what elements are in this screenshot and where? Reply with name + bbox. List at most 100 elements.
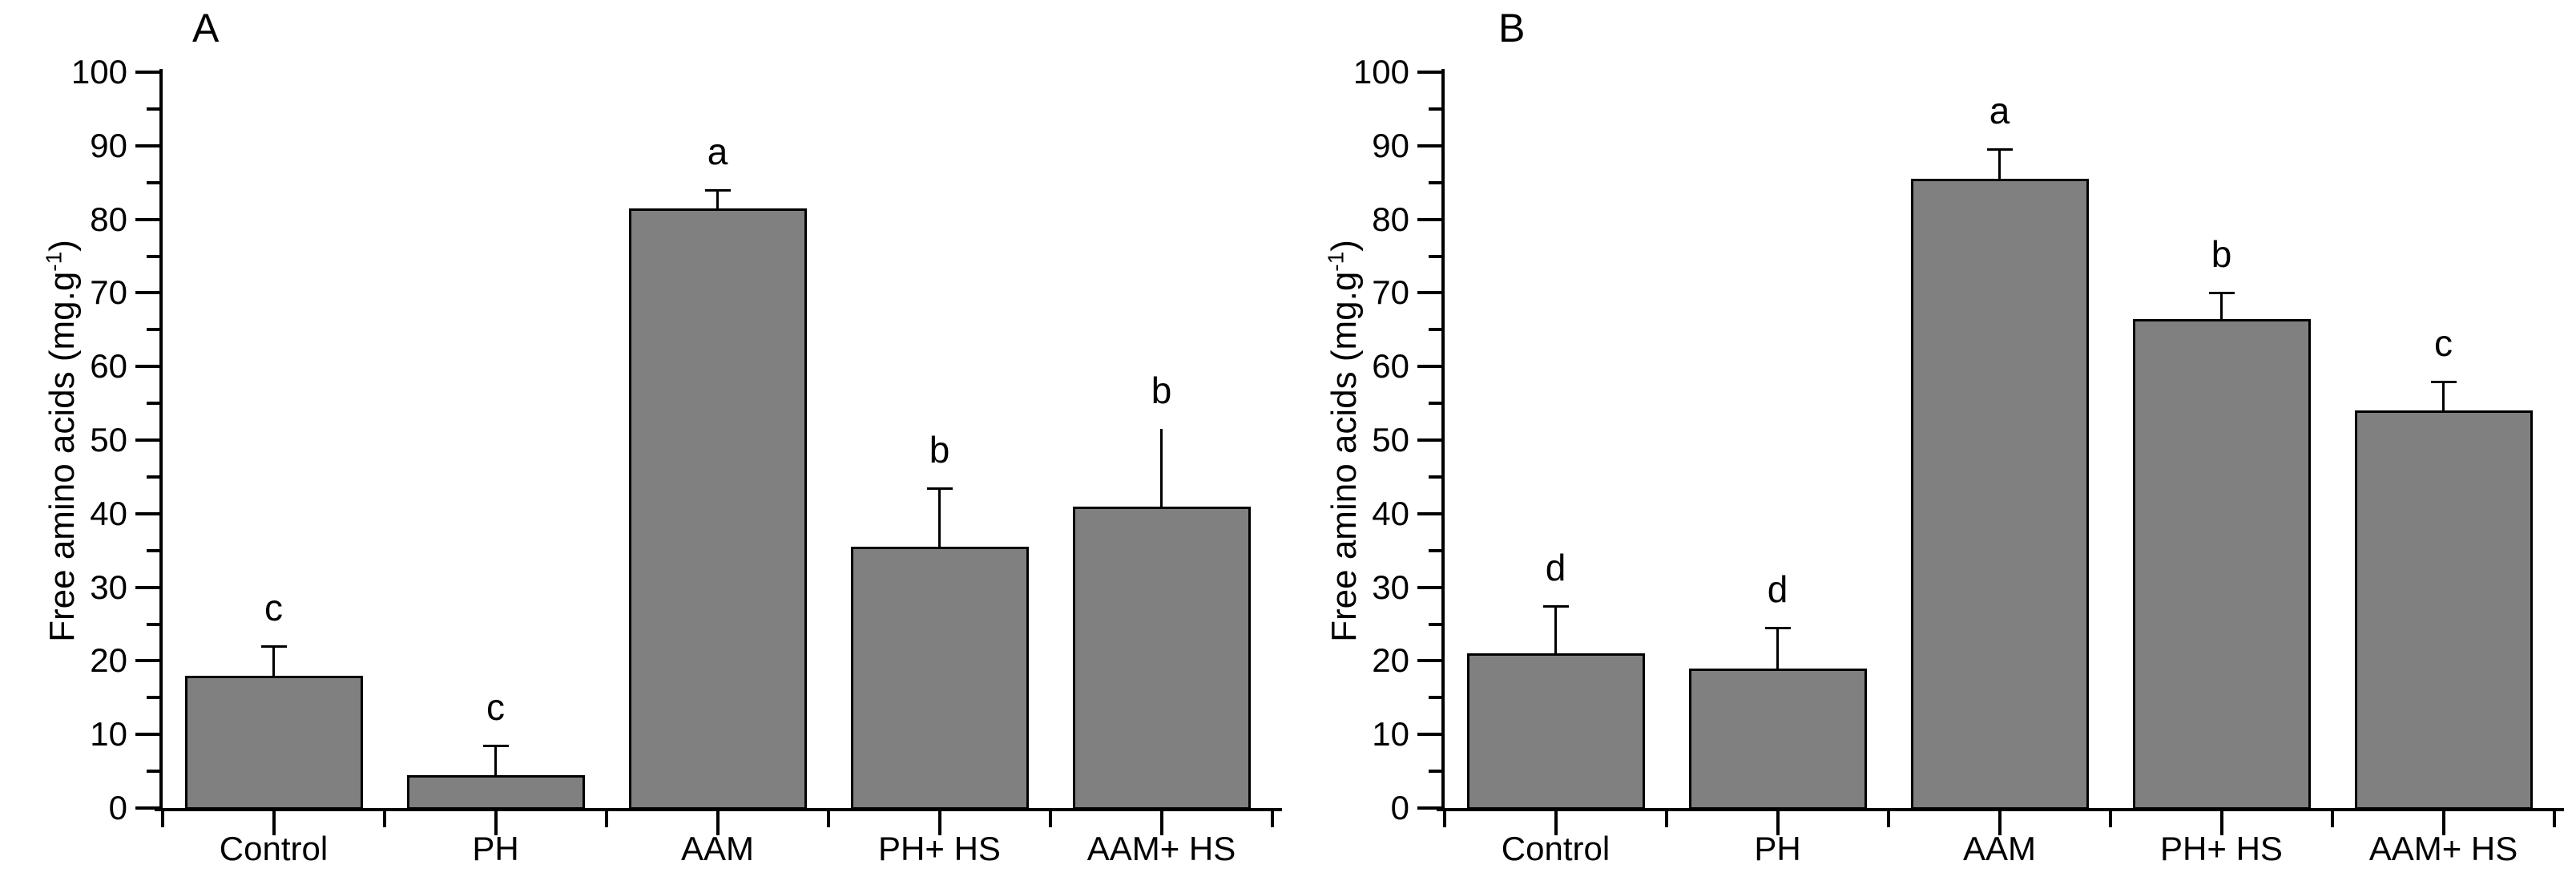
y-minor-tick [1429,402,1441,406]
x-center-tick [2219,811,2223,835]
error-bar-cap [2430,380,2457,383]
error-bar-cap [2208,292,2235,295]
y-minor-tick [147,402,159,406]
x-tick-label: AAM [1962,830,2036,867]
y-major-tick [1417,585,1441,589]
significance-letter: b [929,428,950,471]
x-boundary-tick [1049,811,1052,827]
y-major-tick [135,806,159,810]
y-tick-label: 70 [90,273,127,312]
y-minor-tick [1429,696,1441,700]
panel-a-letter: A [192,6,220,51]
y-minor-tick [1429,180,1441,184]
x-center-tick [2441,811,2445,835]
error-bar-line [2442,381,2445,411]
error-bar-line [1160,429,1163,507]
x-center-tick [1159,811,1163,835]
y-major-tick [135,365,159,369]
significance-letter: a [707,130,728,172]
y-minor-tick [147,180,159,184]
y-major-tick [1417,806,1441,810]
significance-letter: c [2434,321,2453,364]
y-minor-tick [147,475,159,479]
y-tick-label: 50 [1372,421,1409,459]
x-boundary-tick [161,811,164,827]
y-tick-label: 100 [1353,53,1409,91]
y-axis-title-superscript: -1 [41,251,67,272]
y-major-tick [135,143,159,147]
bar-ph [1688,668,1867,810]
error-bar-cap [1986,148,2013,152]
panel-b: B Free amino acids (mg.g-1) 0 10 20 30 40 50 6… [1288,0,2576,889]
error-bar-cap [482,744,509,747]
significance-letter: b [1151,370,1172,412]
x-center-tick [937,811,941,835]
y-major-tick [135,438,159,442]
y-tick-label: 80 [90,200,127,238]
y-major-tick [135,511,159,515]
y-major-tick [135,585,159,589]
y-major-tick [1417,143,1441,147]
y-major-tick [1417,217,1441,221]
error-bar-line [2220,293,2223,319]
y-major-tick [135,291,159,295]
y-tick-label: 40 [1372,494,1409,532]
y-minor-tick [147,548,159,552]
x-tick-label: Control [1501,830,1611,867]
x-axis-line [1437,808,2564,811]
bar-control [1466,653,1645,810]
error-bar-line [938,487,941,548]
x-axis-line [155,808,1282,811]
y-major-tick [135,659,159,663]
significance-letter: a [1989,90,2010,132]
bar-ph-hs [2132,318,2311,810]
error-bar-line [716,189,719,208]
x-boundary-tick [1887,811,1890,827]
y-axis-title-close: ) [42,240,82,252]
y-minor-tick [147,770,159,774]
error-bar-line [272,646,275,676]
y-axis-line [1441,69,1445,811]
x-center-tick [1554,811,1558,835]
error-bar-line [1776,628,1779,669]
y-tick-label: 50 [90,421,127,459]
y-tick-label: 30 [1372,568,1409,606]
y-tick-label: 100 [71,53,127,91]
x-tick-label: AAM+ HS [1086,830,1236,867]
error-bar-line [1998,149,2001,180]
panel-a: A Free amino acids (mg.g-1) 0 10 20 30 40 50 6… [41,6,1282,867]
bar-control [184,675,363,810]
y-tick-label: 40 [90,494,127,532]
y-minor-tick [1429,548,1441,552]
x-tick-label: PH [1754,830,1801,867]
error-bar-cap [926,487,953,490]
y-minor-tick [1429,107,1441,111]
x-tick-label: AAM [680,830,754,867]
y-minor-tick [1429,328,1441,332]
x-center-tick [1776,811,1780,835]
y-tick-label: 90 [1372,126,1409,164]
y-minor-tick [1429,770,1441,774]
y-tick-label: 70 [1372,273,1409,312]
x-center-tick [716,811,720,835]
y-tick-label: 30 [90,568,127,606]
x-center-tick [272,811,276,835]
y-major-tick [1417,733,1441,737]
y-major-tick [1417,71,1441,74]
significance-letter: c [264,587,283,629]
panel-b-letter: B [1498,6,1526,51]
x-tick-label: AAM+ HS [2368,830,2518,867]
bar-ph-hs [850,547,1029,810]
y-tick-label: 0 [1390,789,1409,826]
y-tick-label: 60 [90,347,127,386]
x-boundary-tick [605,811,608,827]
y-major-tick [135,71,159,74]
y-tick-label: 20 [1372,641,1409,680]
y-minor-tick [147,328,159,332]
y-axis-line [159,69,163,811]
y-major-tick [135,217,159,221]
y-tick-label: 20 [90,641,127,680]
x-boundary-tick [2553,811,2556,827]
significance-letter: c [486,685,505,728]
